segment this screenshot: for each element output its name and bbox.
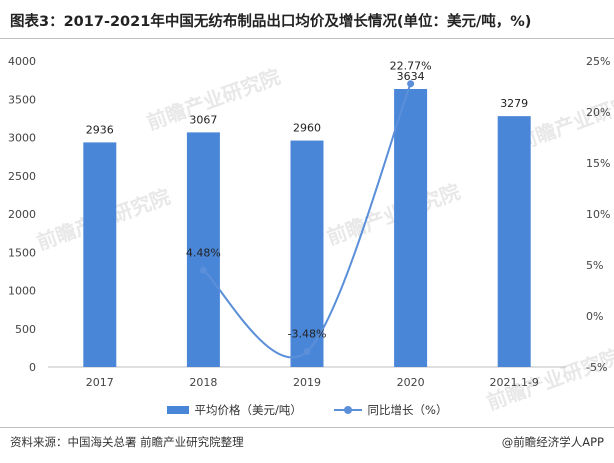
right-axis-tick-label: 10% — [586, 208, 610, 221]
x-axis-tick-label: 2019 — [293, 376, 321, 389]
legend-item-line: 同比增长（%） — [333, 402, 448, 418]
left-axis-tick-label: 4000 — [8, 55, 36, 68]
data-labels: 2936 3067 2960 3634 3279 4.48% -3.48% 22.77% — [86, 60, 528, 341]
chart-title: 图表3：2017-2021年中国无纺布制品出口均价及增长情况(单位：美元/吨，%… — [10, 14, 532, 30]
legend-item-bar: 平均价格（美元/吨） — [166, 402, 302, 418]
left-axis-tick-label: 3000 — [8, 132, 36, 145]
left-axis-tick-label: 2000 — [8, 208, 36, 221]
bar — [497, 116, 531, 368]
growth-point — [303, 347, 311, 355]
bar — [186, 132, 220, 367]
bar-value-label: 2936 — [86, 123, 114, 136]
right-axis-tick-label: 5% — [586, 259, 603, 272]
right-axis-tick-label: 20% — [586, 106, 610, 119]
bar-value-label: 3279 — [500, 97, 528, 110]
source-note: 资料来源：中国海关总署 前瞻产业研究院整理 — [10, 435, 244, 449]
legend-line-label: 同比增长（%） — [367, 403, 448, 417]
brand-credit: @前瞻经济学人APP — [501, 435, 604, 449]
bar — [394, 88, 428, 368]
left-axis-tick-label: 0 — [29, 361, 36, 374]
watermark-text: 前瞻产业研究院 — [324, 179, 464, 249]
growth-value-label: -3.48% — [288, 327, 327, 340]
x-axis-tick-label: 2017 — [86, 376, 114, 389]
bar-series — [83, 88, 531, 368]
bar-value-label: 3067 — [189, 113, 217, 126]
bar-value-label: 3634 — [397, 70, 425, 83]
chart-legend: 平均价格（美元/吨） 同比增长（%） — [0, 402, 614, 418]
left-axis-tick-label: 1000 — [8, 285, 36, 298]
bar — [290, 140, 324, 367]
x-axis-tick-label: 2018 — [189, 376, 217, 389]
growth-point — [407, 80, 415, 88]
growth-line — [202, 83, 412, 359]
right-axis-tick-label: 25% — [586, 55, 610, 68]
line-series — [199, 80, 415, 359]
right-axis-tick-label: -5% — [586, 361, 607, 374]
bar-value-label: 2960 — [293, 122, 321, 135]
right-axis-tick-label: 0% — [586, 310, 603, 323]
legend-bar-label: 平均价格（美元/吨） — [194, 403, 302, 417]
x-axis-tick-label: 2020 — [397, 376, 425, 389]
left-axis-tick-label: 500 — [15, 323, 36, 336]
growth-point — [199, 266, 207, 274]
title-divider — [0, 38, 614, 39]
left-axis-tick-label: 2500 — [8, 170, 36, 183]
bar — [83, 142, 117, 367]
legend-bar-swatch — [166, 406, 189, 414]
legend-line-swatch — [333, 406, 362, 414]
left-axis-tick-label: 3500 — [8, 93, 36, 106]
growth-value-label: 4.48% — [186, 246, 221, 259]
footer-divider — [0, 427, 614, 428]
growth-value-label: 22.77% — [390, 60, 432, 73]
x-axis-tick-label: 2021.1-9 — [489, 376, 538, 389]
left-axis-tick-label: 1500 — [8, 246, 36, 259]
right-axis-tick-label: 15% — [586, 157, 610, 170]
